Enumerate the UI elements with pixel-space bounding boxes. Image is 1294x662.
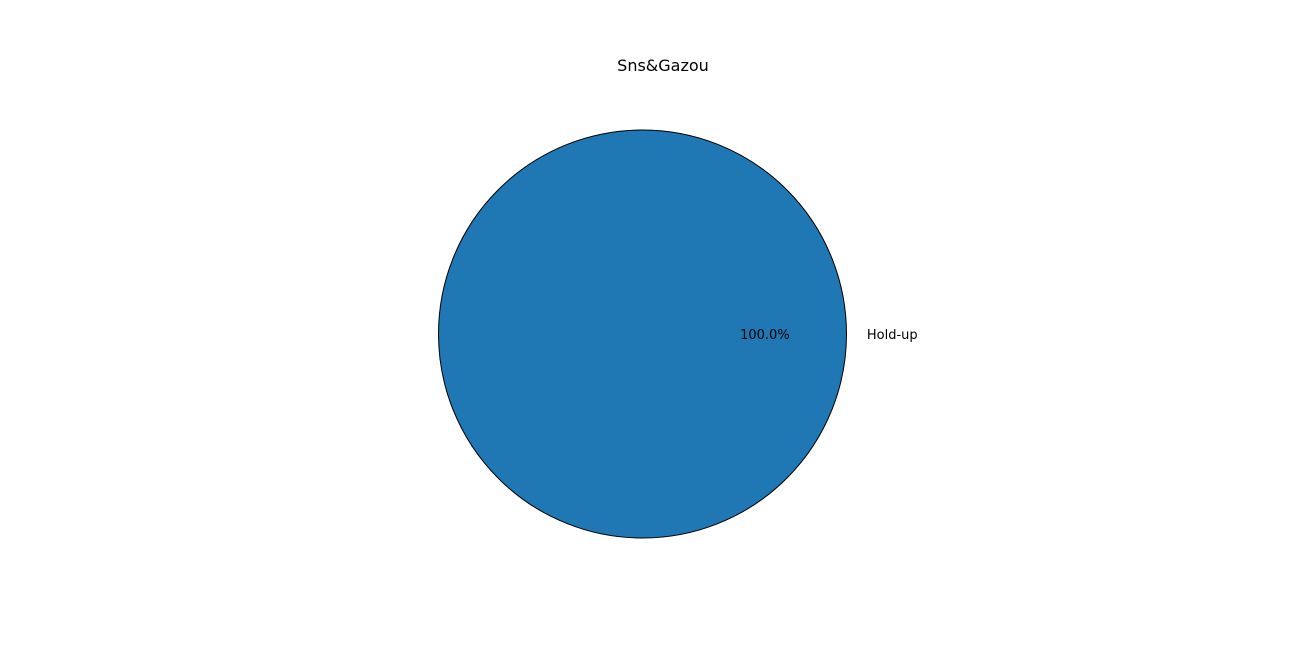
slice-label: Hold-up — [867, 328, 918, 343]
percent-label: 100.0% — [740, 328, 790, 343]
pie-group: Hold-up 100.0% — [438, 129, 918, 539]
pie-slice — [438, 129, 847, 539]
chart-title: Sns&Gazou — [617, 56, 709, 75]
